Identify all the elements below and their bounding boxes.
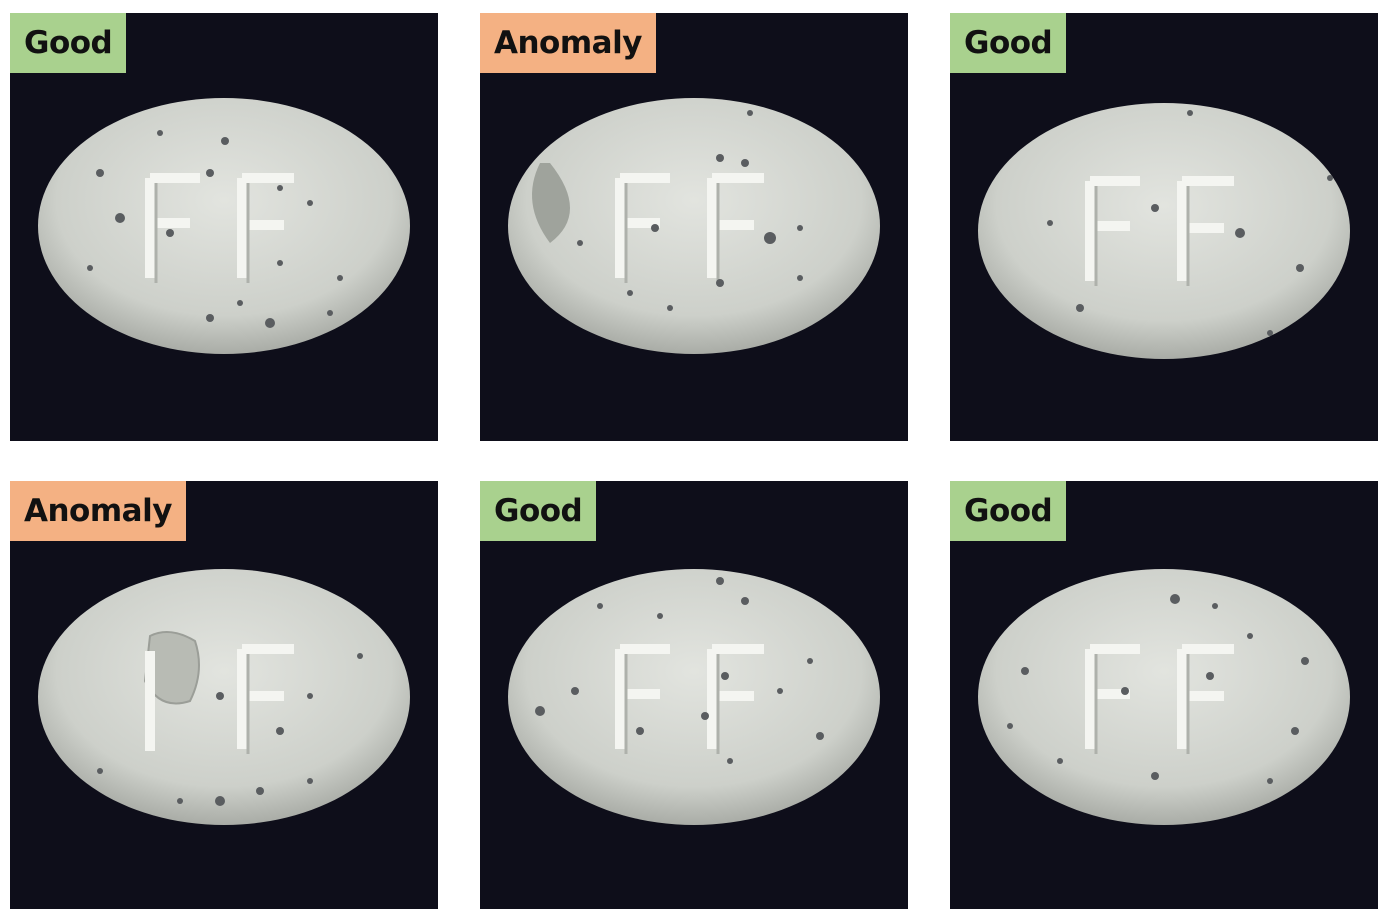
pill-tile-1: Good [10,13,438,441]
status-badge: Anomaly [480,13,656,73]
pill-tile-5: Good [480,481,908,909]
status-badge: Good [950,13,1067,73]
pill-image-6 [978,569,1350,825]
pill-tile-3: Good [950,13,1378,441]
status-badge: Anomaly [10,481,186,541]
pill-image-3 [978,103,1350,359]
pill-image-5 [508,569,880,825]
pill-tile-4: Anomaly [10,481,438,909]
status-badge: Good [480,481,597,541]
pill-image-1 [38,98,410,354]
pill-tile-6: Good [950,481,1378,909]
pill-image-4 [38,569,410,825]
pill-tile-2: Anomaly [480,13,908,441]
status-badge: Good [10,13,127,73]
status-badge: Good [950,481,1067,541]
pill-image-2 [508,98,880,354]
